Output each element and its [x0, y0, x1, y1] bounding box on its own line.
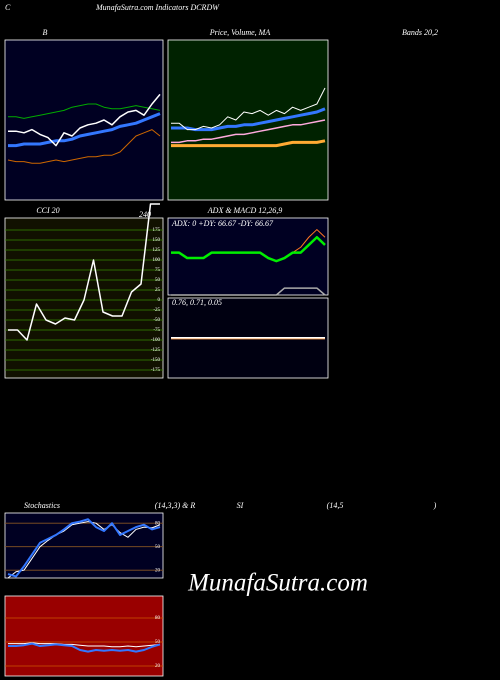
- y-tick-label: -25: [153, 308, 160, 313]
- line: [8, 93, 161, 147]
- annotation: ADX: 0 +DY: 66.67 -DY: 66.67: [171, 219, 274, 228]
- y-tick-label: -125: [151, 348, 161, 353]
- line: [171, 287, 326, 296]
- annotation: 0.76, 0.71, 0.05: [172, 298, 222, 307]
- y-tick-label: 20: [155, 568, 161, 573]
- y-tick-label: 25: [155, 288, 161, 293]
- y-tick-label: 50: [155, 545, 161, 550]
- line: [8, 642, 161, 648]
- y-tick-label: -50: [153, 318, 160, 323]
- line: [7, 129, 161, 164]
- panel-label: Bands 20,2: [402, 28, 438, 37]
- panel: [167, 217, 329, 296]
- line: [7, 521, 161, 579]
- panel-title: CCI 20: [36, 206, 59, 215]
- panel-label: ): [433, 501, 437, 510]
- y-tick-label: 50: [155, 640, 161, 645]
- y-tick-label: 125: [153, 248, 161, 253]
- line: [171, 119, 326, 144]
- panel-title: Stochastics: [24, 501, 60, 510]
- y-tick-label: -175: [151, 368, 161, 373]
- panel-label: (14,5: [327, 501, 344, 510]
- y-tick-label: 100: [153, 258, 161, 263]
- y-tick-label: -100: [151, 338, 161, 343]
- y-tick-label: 50: [155, 278, 161, 283]
- line: [7, 518, 161, 578]
- panel: [4, 512, 164, 579]
- panel-label: (14,3,3) & R: [155, 501, 196, 510]
- y-tick-label: 175: [153, 228, 161, 233]
- panel: [4, 595, 164, 677]
- page-title: MunafaSutra.com Indicators DCRDW: [95, 3, 220, 12]
- watermark: MunafaSutra.com: [187, 570, 368, 597]
- line: [171, 139, 326, 148]
- panel: [4, 39, 164, 201]
- line: [8, 203, 160, 341]
- y-tick-label: 80: [155, 521, 161, 526]
- corner-label: C: [5, 3, 11, 12]
- y-tick-label: 80: [155, 616, 161, 621]
- line: [8, 103, 161, 119]
- y-tick-label: 20: [155, 664, 161, 669]
- y-tick-label: 0: [158, 298, 161, 303]
- panel-label: SI: [237, 501, 244, 510]
- panel-title: ADX & MACD 12,26,9: [207, 206, 282, 215]
- y-tick-label: 75: [155, 268, 161, 273]
- y-tick-label: -150: [151, 358, 161, 363]
- y-tick-label: -75: [153, 328, 160, 333]
- panel-title: B: [43, 28, 48, 37]
- annotation: 240: [139, 210, 151, 219]
- panel: [167, 39, 329, 201]
- panel-title: Price, Volume, MA: [209, 28, 271, 37]
- line: [171, 87, 326, 131]
- line: [8, 642, 161, 653]
- line: [8, 112, 161, 148]
- y-tick-label: 150: [153, 238, 161, 243]
- line: [171, 236, 326, 263]
